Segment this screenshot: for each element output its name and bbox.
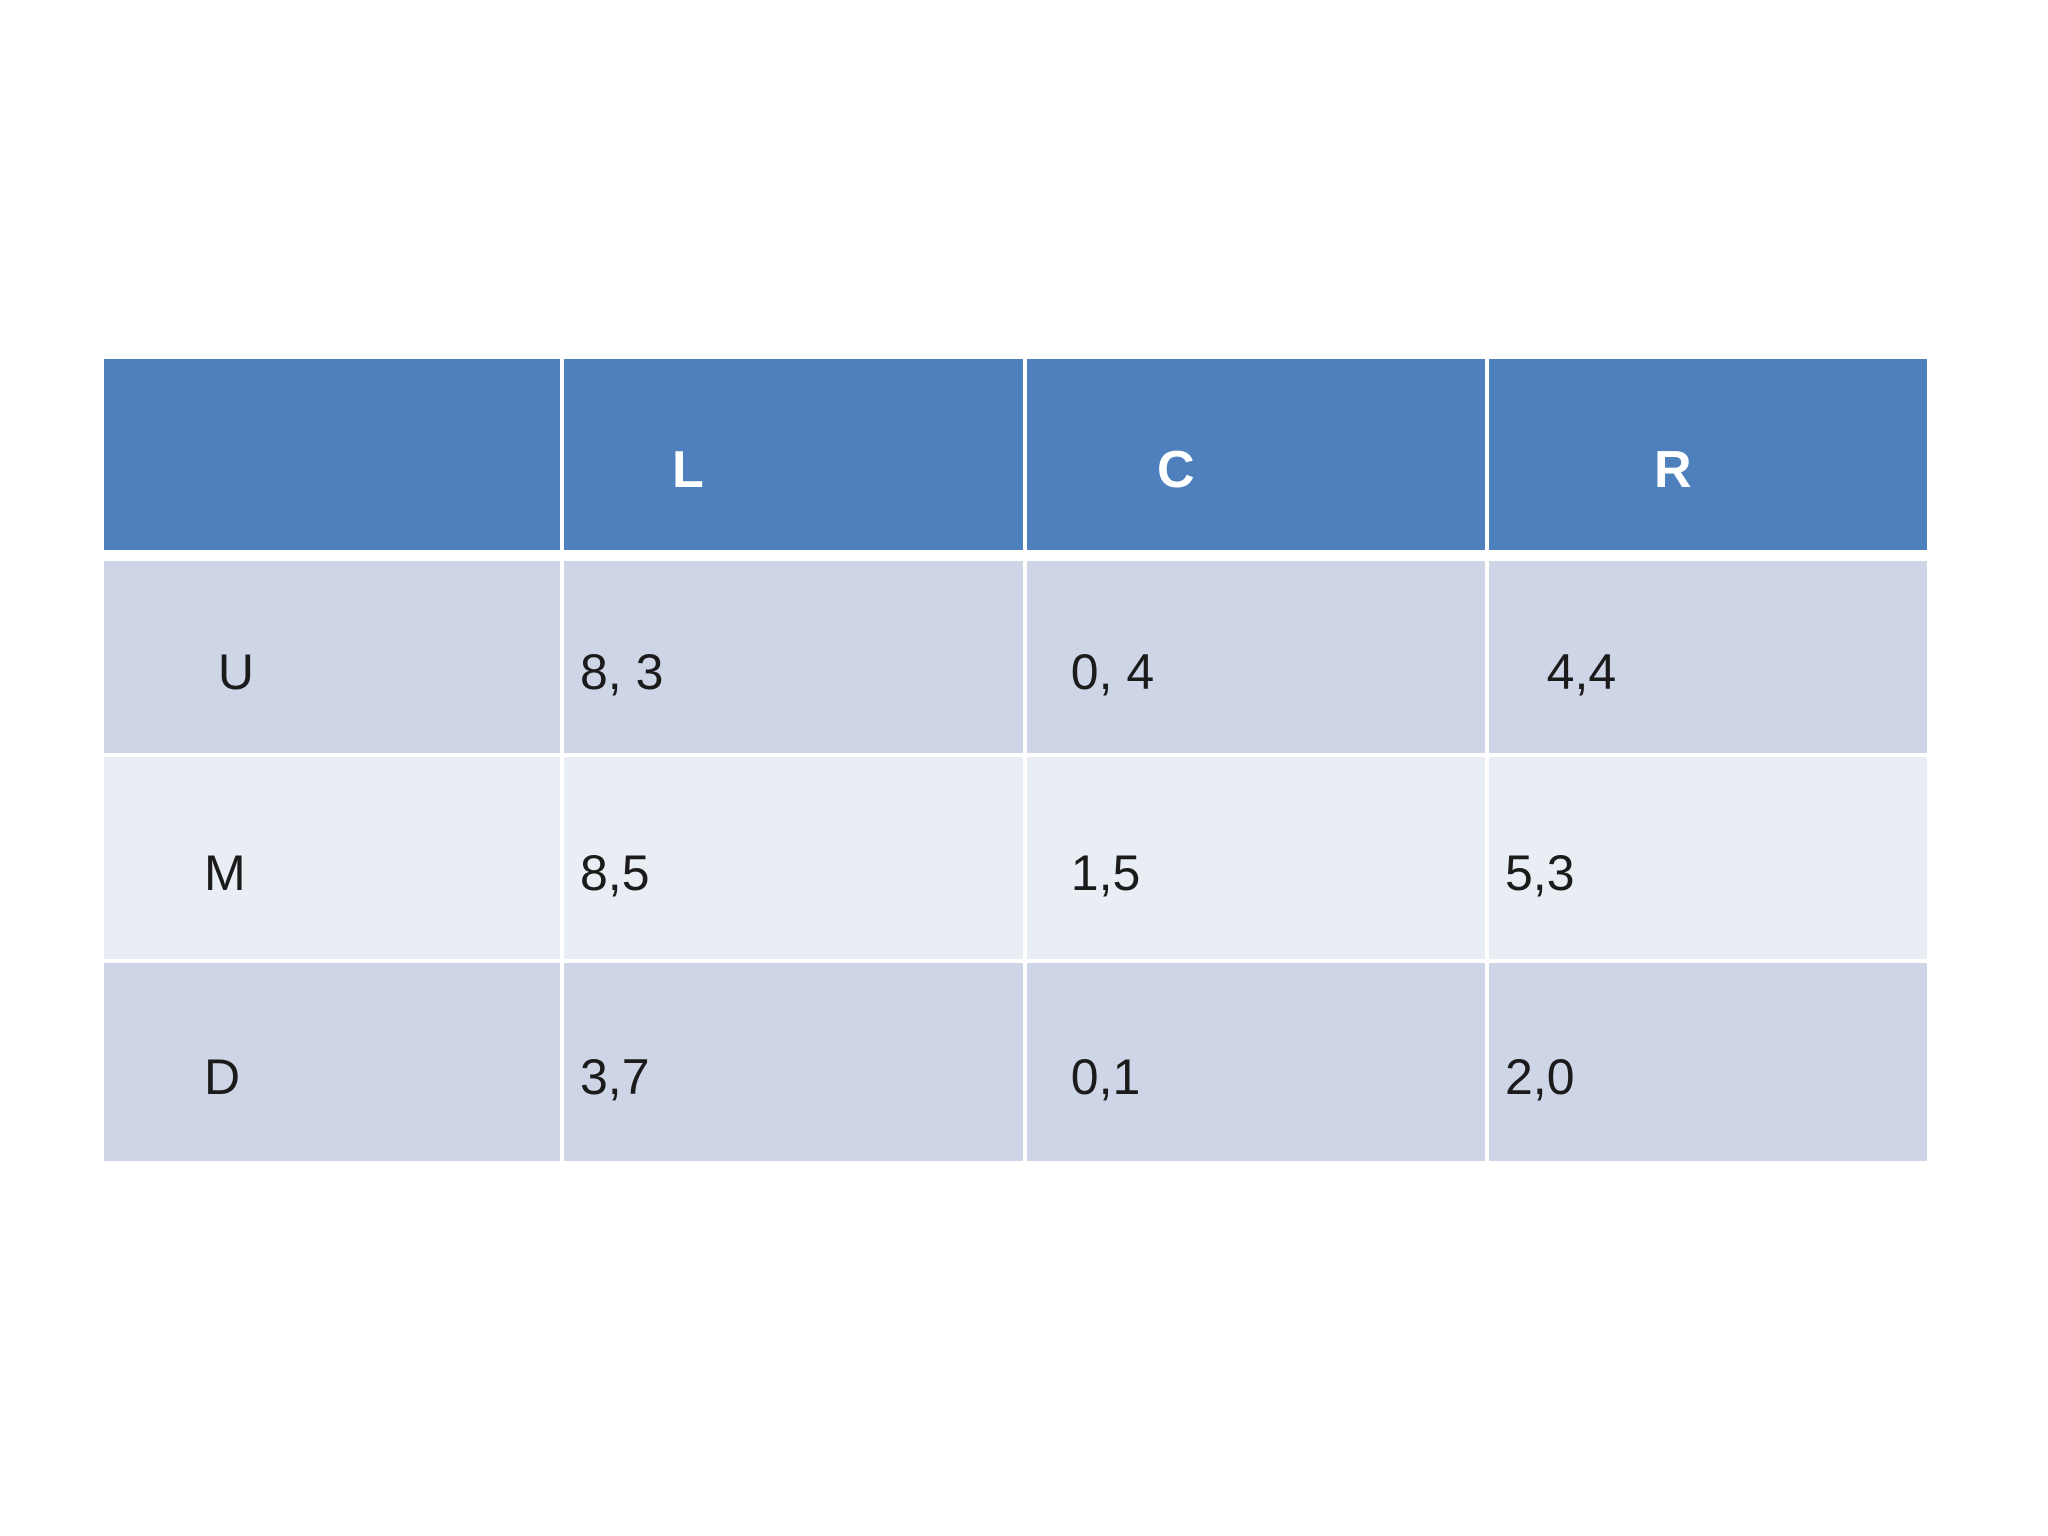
payoff-cell-U-C: 0, 4 bbox=[1027, 561, 1485, 753]
row-label-M: M bbox=[104, 757, 560, 959]
payoff-cell-U-R: 4,4 bbox=[1489, 561, 1927, 753]
payoff-cell-M-R: 5,3 bbox=[1489, 757, 1927, 959]
header-cell-empty bbox=[104, 359, 560, 557]
payoff-cell-D-L: 3,7 bbox=[564, 963, 1023, 1161]
payoff-cell-M-C: 1,5 bbox=[1027, 757, 1485, 959]
row-label-D: D bbox=[104, 963, 560, 1161]
row-label-U: U bbox=[104, 561, 560, 753]
payoff-cell-U-L: 8, 3 bbox=[564, 561, 1023, 753]
header-cell-C: C bbox=[1027, 359, 1485, 557]
payoff-cell-D-C: 0,1 bbox=[1027, 963, 1485, 1161]
header-cell-L: L bbox=[564, 359, 1023, 557]
payoff-matrix-table: L C R U 8, 3 0, 4 4,4 M 8,5 1,5 5,3 D 3,… bbox=[104, 359, 1927, 1161]
payoff-cell-D-R: 2,0 bbox=[1489, 963, 1927, 1161]
payoff-cell-M-L: 8,5 bbox=[564, 757, 1023, 959]
header-cell-R: R bbox=[1489, 359, 1927, 557]
